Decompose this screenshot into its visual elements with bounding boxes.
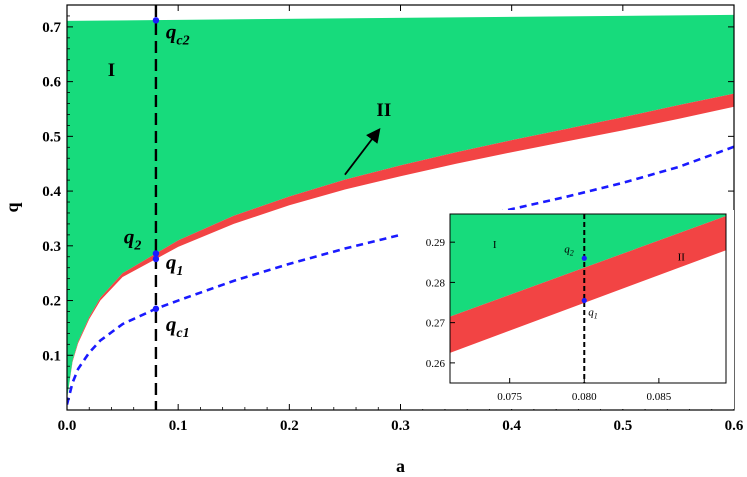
region-I-fill (67, 14, 734, 400)
inset-region-label-II: II (678, 251, 686, 263)
inset-y-tick-label: 0.27 (426, 318, 446, 330)
region-I-label: I (108, 60, 115, 81)
point-label-sub-2: 2 (133, 238, 141, 253)
region-II-label: II (376, 100, 391, 121)
x-tick-label: 0.0 (58, 418, 77, 434)
inset-x-tick-label: 0.075 (497, 391, 522, 403)
inset-frame (449, 213, 727, 384)
point-label-sub-1: 1 (176, 264, 183, 279)
inset-x-tick-label: 0.085 (646, 391, 671, 403)
inset-region-I-fill (450, 214, 726, 317)
x-axis-title: a (396, 456, 405, 476)
inset-x-tick-label: 0.080 (572, 391, 597, 403)
plot-area (67, 5, 734, 410)
point-marker-q2 (152, 250, 160, 257)
y-tick-label: 0.1 (42, 348, 61, 364)
inset-point-label-sub-2: 2 (570, 248, 574, 257)
x-tick-label: 0.1 (169, 418, 188, 434)
inset-point-label-q1: q1 (588, 307, 598, 321)
y-axis-title: q (2, 202, 22, 212)
point-marker-q1 (152, 255, 160, 263)
qc1-dashed-curve (67, 145, 734, 405)
y-tick-label: 0.7 (42, 20, 61, 36)
point-label-sub-c1: c1 (176, 326, 189, 341)
inset-plot-area (450, 214, 726, 383)
inset-y-tick-label: 0.29 (426, 237, 446, 249)
y-tick-label: 0.5 (42, 129, 61, 145)
y-tick-label: 0.3 (42, 239, 61, 255)
point-marker-qc2 (152, 17, 160, 24)
region-II-arrow (344, 128, 381, 176)
point-label-qc1: qc1 (166, 312, 190, 341)
point-label-sub-c2: c2 (176, 33, 189, 48)
inset-point-label-sub-1: 1 (594, 312, 598, 321)
inset-y-tick-label: 0.26 (426, 358, 446, 370)
point-marker-qc1 (152, 305, 160, 312)
inset-point-marker-q2 (581, 255, 587, 261)
y-tick-label: 0.4 (42, 184, 61, 200)
inset-point-label-q2: q2 (564, 243, 574, 257)
inset-region-II-fill (450, 216, 726, 353)
x-tick-label: 0.4 (502, 418, 521, 434)
point-label-q1: q1 (166, 250, 184, 279)
y-tick-label: 0.2 (42, 294, 61, 310)
x-tick-label: 0.3 (391, 418, 410, 434)
x-tick-label: 0.2 (280, 418, 299, 434)
y-tick-label: 0.6 (42, 75, 61, 91)
inset-y-tick-label: 0.28 (426, 277, 446, 289)
inset-point-marker-q1 (581, 297, 587, 304)
inset-region-label-I: I (493, 239, 497, 251)
x-tick-label: 0.5 (613, 418, 632, 434)
x-tick-label: 0.6 (725, 418, 744, 434)
